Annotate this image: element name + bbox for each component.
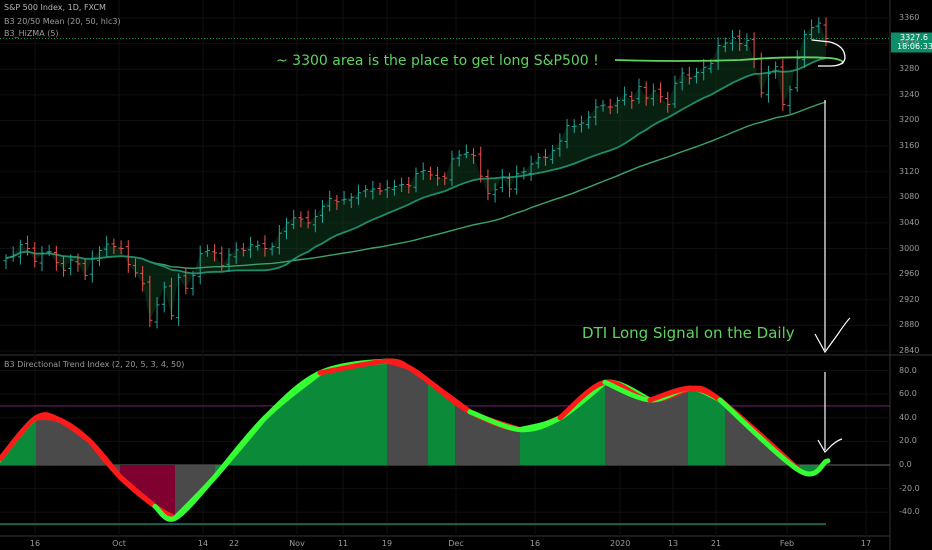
price-tick-label: 3120 xyxy=(899,166,920,176)
x-tick-label: 16 xyxy=(29,539,41,548)
price-tick-label: 3360 xyxy=(899,13,920,22)
x-tick-label: 19 xyxy=(381,539,393,548)
price-tick-label: 2880 xyxy=(899,320,920,330)
osc-tick-label: 80.0 xyxy=(899,365,917,375)
annotation-curl xyxy=(811,39,846,67)
osc-fill-segment xyxy=(175,361,215,520)
osc-tick-label: 20.0 xyxy=(899,436,917,446)
x-tick-label: Feb xyxy=(779,539,795,548)
x-tick-label: 11 xyxy=(337,539,349,548)
osc-tick-label: 40.0 xyxy=(899,412,917,422)
annotation-arrowhead-osc xyxy=(817,438,843,453)
annotation-arrowhead xyxy=(814,317,851,354)
x-tick-label: 21 xyxy=(710,539,722,548)
x-tick-label: Dec xyxy=(448,539,464,548)
indicator-hizma-label: B3_HiZMA (5) xyxy=(4,29,59,38)
osc-fill-segment xyxy=(455,361,520,520)
osc-tick-label: 60.0 xyxy=(899,389,917,399)
price-badge xyxy=(891,32,932,53)
price-tick-label: 3240 xyxy=(899,89,920,99)
price-tick-label: 3040 xyxy=(899,217,920,227)
osc-fill-segment xyxy=(120,361,175,520)
x-tick-label: 17 xyxy=(860,539,872,548)
price-tick-label: 2960 xyxy=(899,269,920,279)
price-tick-label: 3160 xyxy=(899,141,920,151)
ma-fast-line xyxy=(5,57,827,275)
annotation-top-text: ~ 3300 area is the place to get long S&P… xyxy=(276,53,599,69)
x-tick-label: 14 xyxy=(197,539,209,548)
x-tick-label: 2020 xyxy=(610,539,631,548)
indicator-mean-label: B3 20/50 Mean (20, 50, hlc3) xyxy=(4,17,121,26)
annotation-underline xyxy=(614,56,844,65)
x-tick-label: 22 xyxy=(228,539,240,548)
price-badge-timer: 18:06:33 xyxy=(897,42,932,52)
price-tick-label: 3200 xyxy=(899,115,920,125)
price-tick-label: 2920 xyxy=(899,294,920,304)
price-tick-label: 2840 xyxy=(899,346,920,355)
price-tick-label: 3000 xyxy=(899,243,920,253)
price-tick-label: 3280 xyxy=(899,64,920,74)
osc-fill-segment xyxy=(387,361,428,520)
price-tick-label: 3320 xyxy=(899,38,920,48)
dti-line-segment xyxy=(717,397,831,477)
price-tick-label: 3080 xyxy=(899,192,920,202)
osc-fill-segment xyxy=(688,361,725,520)
x-tick-label: 13 xyxy=(667,539,679,548)
osc-fill-segment xyxy=(800,361,826,520)
x-tick-label: Oct xyxy=(112,539,126,548)
oscillator-title: B3 Directional Trend Index (2, 20, 5, 3,… xyxy=(4,360,185,369)
osc-fill-segment xyxy=(725,361,800,520)
osc-tick-label: 0.0 xyxy=(899,460,912,469)
osc-fill-segment xyxy=(0,361,36,520)
osc-tick-label: -20.0 xyxy=(899,483,920,493)
osc-tick-label: -40.0 xyxy=(899,507,920,517)
x-tick-label: 16 xyxy=(529,539,541,548)
x-tick-label: Nov xyxy=(289,539,305,548)
symbol-title: S&P 500 Index, 1D, FXCM xyxy=(4,3,106,12)
annotation-bottom-text: DTI Long Signal on the Daily xyxy=(582,324,795,342)
price-cloud xyxy=(6,23,826,321)
osc-fill-segment xyxy=(520,361,605,520)
osc-fill-segment xyxy=(36,361,120,520)
price-badge-value: 3327.6 xyxy=(900,33,928,43)
